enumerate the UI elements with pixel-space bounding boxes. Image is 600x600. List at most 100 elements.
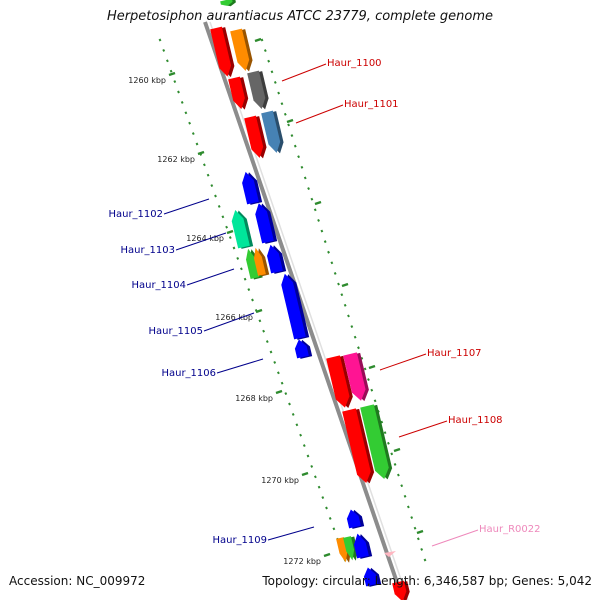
kbp-tick-mark (254, 37, 262, 43)
gene-label: Haur_1108 (448, 415, 503, 426)
kbp-tick-label: 1264 kbp (186, 234, 224, 243)
guide-dot (221, 215, 225, 219)
guide-dot (303, 176, 307, 180)
guide-dot (416, 537, 420, 541)
guide-dot (337, 282, 340, 286)
kbp-ticks: 1260 kbp 1262 kbp 1264 kbp 1266 kbp 1268 kbp… (128, 37, 424, 566)
backbone-line (203, 21, 405, 600)
kbp-tick-mark (197, 150, 205, 156)
gene-arrow-forward (228, 76, 245, 110)
guide-dot (317, 485, 321, 489)
gene-arrow-forward (210, 26, 232, 77)
guide-dot (214, 194, 217, 198)
guide-dot (367, 378, 370, 382)
label-leader-line (175, 232, 227, 251)
kbp-tick-mark (275, 389, 283, 395)
guide-dot (173, 80, 177, 84)
guide-dot (247, 288, 251, 292)
outer-dotted-guide-right (260, 38, 427, 562)
guide-dot (280, 102, 284, 106)
guide-dot (325, 506, 328, 510)
gene-arrow-forward (343, 352, 366, 401)
guide-dot (310, 197, 314, 201)
guide-dot (317, 218, 320, 222)
guide-dot (291, 412, 295, 416)
guide-dot (420, 547, 424, 551)
guide-dot (360, 356, 364, 360)
guide-dot (290, 134, 294, 137)
guide-dot (302, 444, 306, 448)
guide-dot (327, 250, 330, 254)
gene-arrow-forward (392, 580, 407, 600)
guide-dot (263, 49, 267, 53)
guide-dot (300, 165, 304, 169)
guide-dot (273, 81, 277, 84)
gene-arrow-forward (342, 408, 371, 483)
gene-label: Haur_1106 (161, 368, 216, 379)
guide-dot (333, 272, 337, 275)
label-leader-line (216, 358, 264, 374)
guide-dot (321, 496, 325, 500)
gene-features (210, 0, 410, 600)
guide-dot (343, 303, 347, 307)
guide-dot (297, 155, 300, 159)
gene-arrow-forward (326, 355, 350, 408)
guide-dot (206, 173, 210, 177)
gene-label: Haur_1103 (120, 245, 175, 256)
guide-dot (313, 208, 317, 212)
label-leader-line (431, 529, 479, 547)
outer-dotted-guide-left (158, 38, 347, 562)
guide-dot (240, 267, 243, 271)
guide-dot (314, 475, 317, 479)
guide-dot (390, 452, 394, 456)
kbp-tick-mark (168, 71, 176, 77)
guide-dot (188, 121, 191, 125)
guide-dot (310, 464, 314, 468)
guide-dot (353, 335, 357, 339)
gene-label: Haur_1105 (148, 326, 203, 337)
gene-arrow-reverse (253, 247, 266, 276)
gene-arrow-reverse (353, 533, 369, 559)
kbp-tick-label: 1260 kbp (128, 76, 166, 85)
gene-arrow-forward (343, 536, 355, 561)
label-leader-line (163, 198, 210, 215)
guide-dot (280, 381, 284, 385)
gene-arrow-forward (261, 110, 281, 153)
guide-dot (269, 350, 273, 354)
guide-dot (370, 388, 374, 392)
guide-dot (243, 277, 247, 281)
guide-dot (328, 516, 332, 520)
guide-dot (260, 38, 264, 42)
gene-arrow-forward (220, 0, 233, 6)
guide-dot (169, 69, 173, 73)
accession-text: Accession: NC_009972 (9, 574, 146, 588)
kbp-tick-mark (255, 308, 263, 314)
guide-dot (195, 142, 199, 146)
kbp-tick-mark (368, 364, 376, 370)
guide-dot (284, 392, 288, 396)
guide-dot (400, 484, 404, 488)
guide-dot (423, 558, 427, 562)
gene-arrow-reverse (294, 339, 309, 359)
gene-arrow-reverse (255, 203, 274, 244)
guide-dot (403, 494, 407, 498)
guide-dot (251, 298, 254, 302)
kbp-tick-mark (393, 447, 401, 453)
guide-dot (225, 225, 228, 229)
guide-dot (350, 325, 354, 328)
label-leader-line (398, 420, 448, 438)
guide-dot (184, 111, 188, 115)
guide-dot (228, 236, 232, 240)
kbp-tick-mark (301, 471, 309, 477)
guide-dot (393, 463, 397, 466)
gene-arrow-reverse (363, 567, 378, 587)
gene-arrow-reverse (242, 171, 259, 205)
guide-dot (383, 431, 387, 435)
gene-label: Haur_1100 (327, 58, 382, 69)
guide-dot (357, 346, 360, 350)
gene-arrow-forward (244, 115, 264, 158)
label-leader-line (379, 353, 427, 371)
label-leader-line (267, 526, 315, 541)
guide-dot (380, 420, 384, 424)
guide-dot (262, 329, 265, 333)
